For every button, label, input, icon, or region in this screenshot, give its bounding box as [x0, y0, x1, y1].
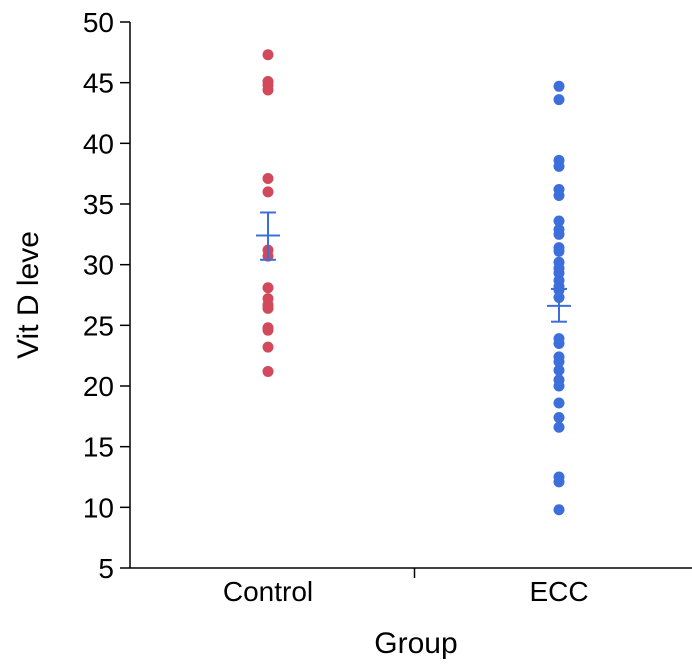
y-tick-label: 25: [83, 310, 114, 341]
data-point: [553, 380, 565, 392]
data-point: [553, 421, 565, 433]
data-point: [262, 84, 274, 96]
x-tick-label: ECC: [529, 576, 588, 607]
y-tick-label: 45: [83, 68, 114, 99]
data-point: [553, 190, 565, 202]
y-tick-label: 15: [83, 432, 114, 463]
data-point: [553, 215, 565, 227]
y-tick-label: 10: [83, 492, 114, 523]
y-axis-title: Vit D leve: [12, 231, 45, 359]
data-point: [553, 504, 565, 516]
data-point: [553, 356, 565, 368]
data-point: [553, 80, 565, 92]
y-tick-label: 30: [83, 250, 114, 281]
x-axis-title: Group: [374, 627, 457, 660]
x-tick-label: Control: [223, 576, 313, 607]
data-point: [553, 412, 565, 424]
data-point: [553, 228, 565, 240]
data-point: [553, 160, 565, 172]
y-tick-label: 40: [83, 128, 114, 159]
data-point: [553, 476, 565, 488]
y-tick-label: 35: [83, 189, 114, 220]
data-point: [553, 364, 565, 376]
data-point: [553, 397, 565, 409]
data-point: [262, 365, 274, 377]
y-tick-label: 5: [98, 553, 114, 584]
data-point: [553, 338, 565, 350]
data-point: [262, 173, 274, 185]
data-point: [262, 324, 274, 336]
plot-area: 5 10 15 20 25 30 35 40 45 50 Control ECC: [83, 7, 692, 607]
y-tick-label: 20: [83, 371, 114, 402]
data-point: [262, 186, 274, 198]
data-point: [262, 302, 274, 314]
data-point: [553, 245, 565, 257]
data-point: [262, 282, 274, 294]
data-point: [262, 341, 274, 353]
data-point: [262, 49, 274, 61]
y-tick-label: 50: [83, 7, 114, 38]
data-point: [553, 94, 565, 106]
